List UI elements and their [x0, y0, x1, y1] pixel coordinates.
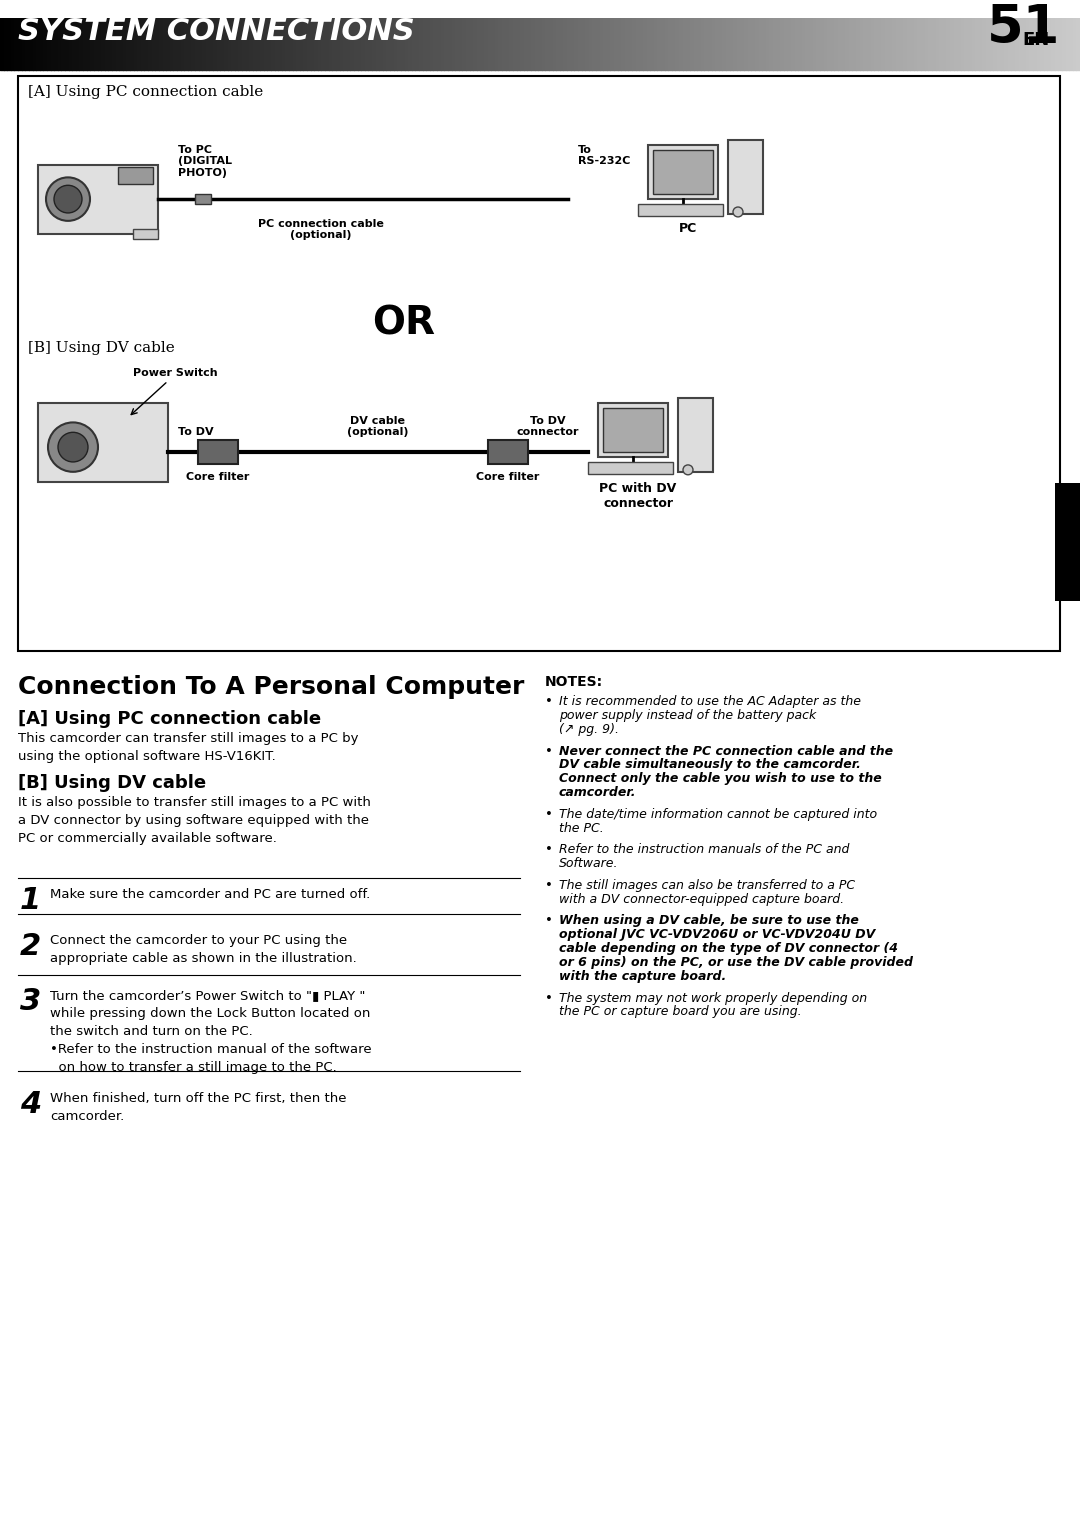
Text: To PC
(DIGITAL
PHOTO): To PC (DIGITAL PHOTO) [178, 144, 232, 178]
Text: Software.: Software. [559, 857, 619, 871]
Bar [38, 403, 168, 481]
Text: DV cable
(optional): DV cable (optional) [348, 415, 408, 437]
Text: optional JVC VC-VDV206U or VC-VDV204U DV: optional JVC VC-VDV206U or VC-VDV204U DV [559, 929, 875, 941]
Bar [18, 75, 1059, 650]
Text: power supply instead of the battery pack: power supply instead of the battery pack [559, 708, 816, 722]
Text: [A] Using PC connection cable: [A] Using PC connection cable [28, 86, 264, 100]
Text: [B] Using DV cable: [B] Using DV cable [18, 774, 206, 793]
Text: SYSTEM CONNECTIONS: SYSTEM CONNECTIONS [18, 17, 415, 46]
Text: with the capture board.: with the capture board. [559, 970, 726, 983]
Text: or 6 pins) on the PC, or use the DV cable provided: or 6 pins) on the PC, or use the DV cabl… [559, 957, 913, 969]
Circle shape [48, 423, 98, 472]
Bar [588, 461, 673, 474]
Text: When using a DV cable, be sure to use the: When using a DV cable, be sure to use th… [559, 915, 859, 927]
Text: 3: 3 [21, 987, 41, 1015]
Text: 1: 1 [21, 886, 41, 915]
Text: It is recommended to use the AC Adapter as the: It is recommended to use the AC Adapter … [559, 694, 861, 708]
Bar [638, 204, 723, 216]
Text: DV cable simultaneously to the camcorder.: DV cable simultaneously to the camcorder… [559, 759, 861, 771]
Text: Turn the camcorder’s Power Switch to "▮ PLAY "
while pressing down the Lock Butt: Turn the camcorder’s Power Switch to "▮ … [50, 989, 372, 1073]
Text: 2: 2 [21, 932, 41, 961]
Text: Make sure the camcorder and PC are turned off.: Make sure the camcorder and PC are turne… [50, 888, 370, 901]
Bar [1055, 483, 1080, 601]
Text: It is also possible to transfer still images to a PC with
a DV connector by usin: It is also possible to transfer still im… [18, 796, 370, 845]
Bar [653, 150, 713, 195]
Circle shape [733, 207, 743, 216]
Bar [133, 228, 158, 239]
Text: This camcorder can transfer still images to a PC by
using the optional software : This camcorder can transfer still images… [18, 731, 359, 763]
Bar [118, 167, 153, 184]
Text: To DV
connector: To DV connector [516, 415, 579, 437]
Circle shape [46, 178, 90, 221]
Text: (↗ pg. 9).: (↗ pg. 9). [559, 722, 619, 736]
Bar [728, 140, 762, 215]
Text: Core filter: Core filter [476, 472, 540, 481]
Text: 4: 4 [21, 1090, 41, 1119]
Text: •: • [545, 915, 553, 927]
Text: PC connection cable
(optional): PC connection cable (optional) [257, 219, 383, 241]
Text: the PC.: the PC. [559, 822, 604, 834]
Bar [648, 144, 718, 199]
Text: To
RS-232C: To RS-232C [578, 144, 631, 167]
Bar [488, 440, 528, 464]
Text: When finished, turn off the PC first, then the
camcorder.: When finished, turn off the PC first, th… [50, 1093, 347, 1124]
Text: [A] Using PC connection cable: [A] Using PC connection cable [18, 710, 321, 728]
Bar [603, 408, 663, 452]
Text: NOTES:: NOTES: [545, 676, 603, 690]
Text: The system may not work properly depending on: The system may not work properly dependi… [559, 992, 867, 1004]
Text: cable depending on the type of DV connector (4: cable depending on the type of DV connec… [559, 943, 897, 955]
Text: •: • [545, 745, 553, 757]
Text: Connect the camcorder to your PC using the
appropriate cable as shown in the ill: Connect the camcorder to your PC using t… [50, 934, 356, 966]
Bar [598, 403, 669, 457]
Text: Connect only the cable you wish to use to the: Connect only the cable you wish to use t… [559, 773, 881, 785]
Circle shape [683, 464, 693, 475]
Text: •: • [545, 992, 553, 1004]
Text: •: • [545, 878, 553, 892]
Text: The date/time information cannot be captured into: The date/time information cannot be capt… [559, 808, 877, 820]
Text: Core filter: Core filter [187, 472, 249, 481]
Text: with a DV connector-equipped capture board.: with a DV connector-equipped capture boa… [559, 892, 845, 906]
Text: The still images can also be transferred to a PC: The still images can also be transferred… [559, 878, 855, 892]
Text: Connection To A Personal Computer: Connection To A Personal Computer [18, 676, 525, 699]
Text: camcorder.: camcorder. [559, 786, 636, 799]
Bar [198, 440, 238, 464]
Bar [38, 164, 158, 233]
Text: Refer to the instruction manuals of the PC and: Refer to the instruction manuals of the … [559, 843, 849, 857]
Text: •: • [545, 843, 553, 857]
Text: •: • [545, 808, 553, 820]
Text: To DV: To DV [178, 428, 214, 437]
Text: [B] Using DV cable: [B] Using DV cable [28, 342, 175, 356]
Text: the PC or capture board you are using.: the PC or capture board you are using. [559, 1006, 801, 1018]
Text: •: • [545, 694, 553, 708]
Text: 51: 51 [987, 2, 1059, 54]
Bar [678, 397, 713, 472]
Bar [195, 195, 211, 204]
Circle shape [58, 432, 87, 461]
Text: Never connect the PC connection cable and the: Never connect the PC connection cable an… [559, 745, 893, 757]
Text: PC: PC [679, 222, 697, 235]
Text: PC with DV
connector: PC with DV connector [599, 481, 677, 509]
Text: Power Switch: Power Switch [133, 368, 218, 379]
Text: EN: EN [1022, 31, 1050, 49]
Circle shape [54, 185, 82, 213]
Text: OR: OR [372, 305, 435, 342]
